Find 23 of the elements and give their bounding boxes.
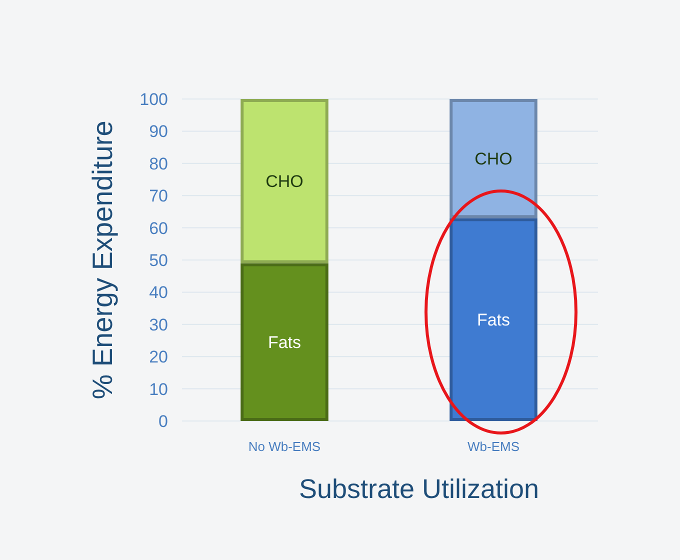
y-tick-label: 100 (140, 90, 168, 109)
bar (450, 218, 538, 421)
y-tick-label: 10 (149, 380, 168, 399)
bar (240, 263, 328, 421)
x-tick-label: No Wb-EMS (248, 439, 321, 454)
text: Fats (476, 310, 510, 330)
y-axis-title: % Energy Expenditure (87, 120, 118, 400)
series-label: Fats (268, 333, 302, 352)
y-tick-label: 0 (158, 412, 168, 431)
y-tick-label: 40 (149, 283, 168, 302)
y-tick-label: 70 (149, 186, 168, 206)
x-axis-title: Substrate Utilization (298, 474, 540, 504)
bar (450, 99, 538, 218)
y-tick-label: 20 (149, 348, 168, 367)
y-tick-label: 50 (149, 251, 168, 270)
series-label: CHO (266, 172, 304, 192)
bar (240, 99, 328, 264)
y-tick-label: 90 (149, 122, 168, 142)
text: CHO (474, 150, 512, 169)
x-tick-label: Wb-EMS (468, 439, 520, 454)
y-tick-label: 60 (149, 218, 168, 238)
y-tick-label: 30 (149, 315, 168, 334)
y-tick-label: 80 (149, 154, 168, 174)
